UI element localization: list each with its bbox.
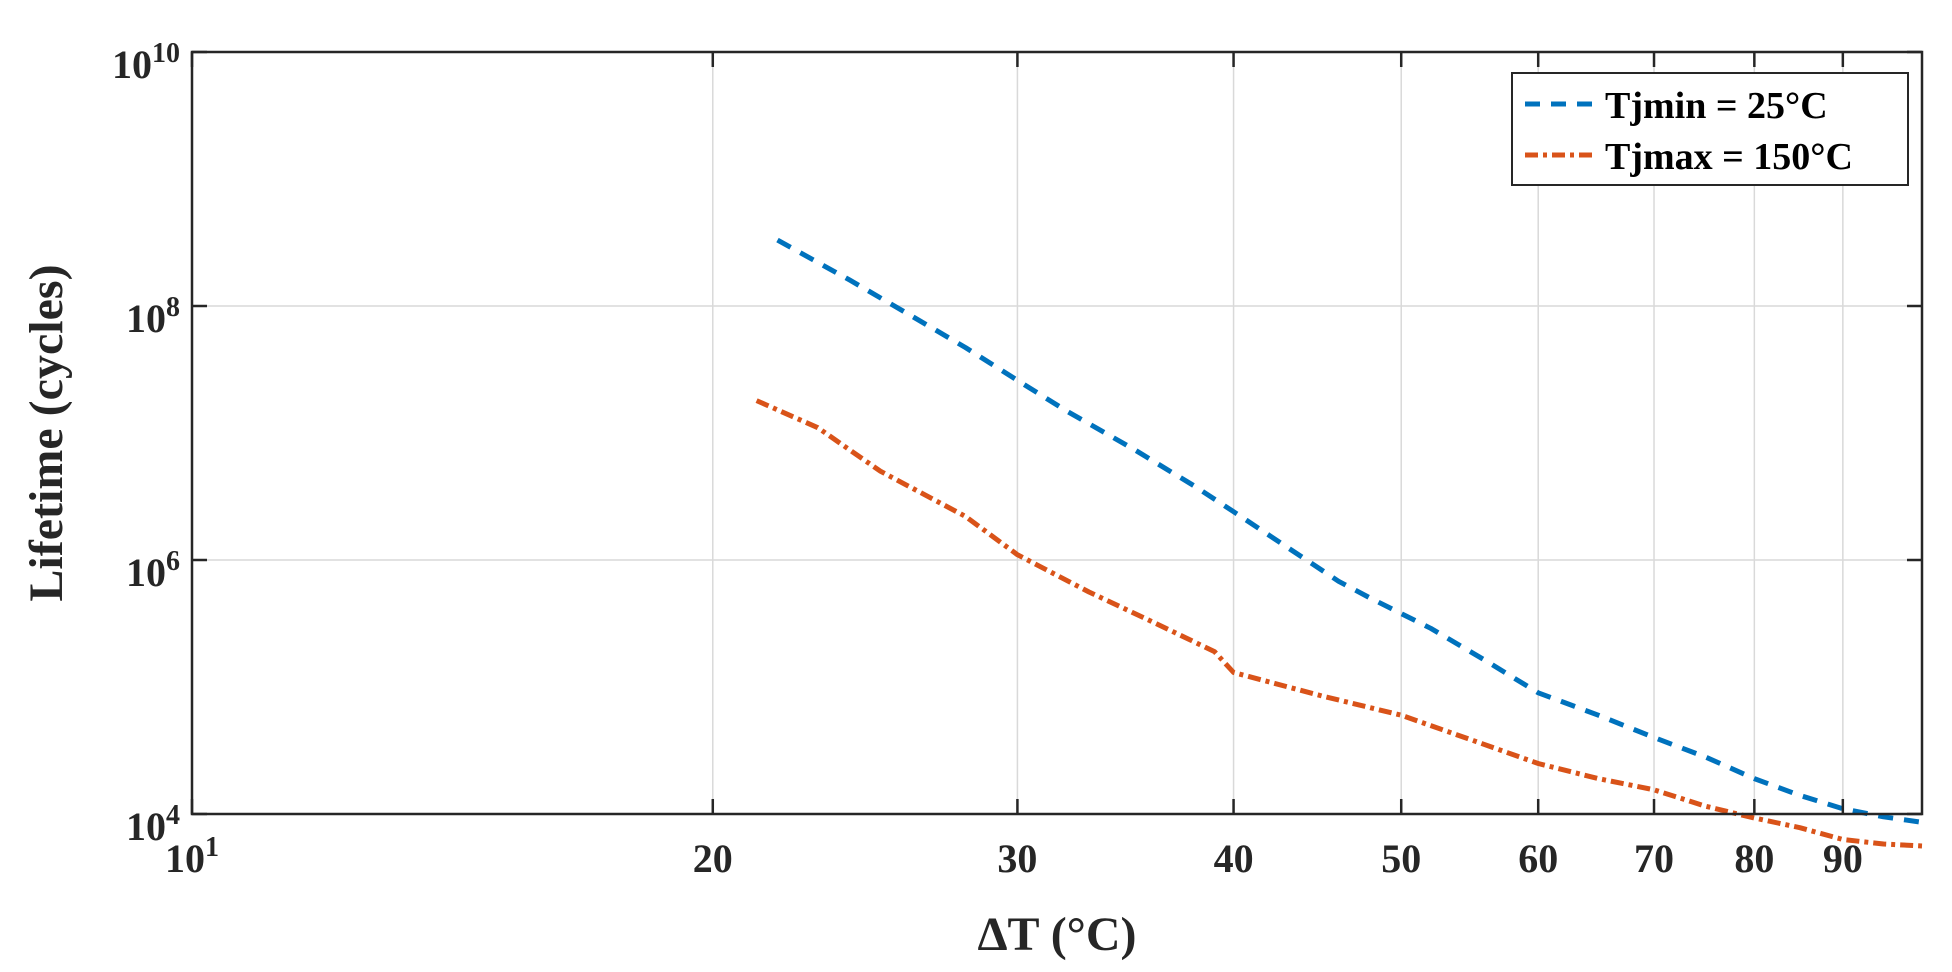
x-tick-label: 40: [1214, 836, 1254, 881]
legend: Tjmin = 25°C Tjmax = 150°C: [1511, 72, 1909, 186]
y-tick-label: 106: [126, 546, 180, 595]
legend-label-tjmax: Tjmax = 150°C: [1605, 136, 1853, 178]
y-axis-title: Lifetime (cycles): [20, 264, 73, 601]
plot-frame: [190, 50, 1924, 816]
y-tick-label: 1010: [112, 38, 180, 87]
plot-series: [755, 237, 1923, 849]
x-tick-label: 101: [165, 832, 219, 881]
tick-labels: 101 20 30 40 50 60 70 80 90 104 106 108 1010: [112, 38, 1863, 881]
y-tick-label: 104: [126, 800, 180, 849]
legend-label-tjmin: Tjmin = 25°C: [1605, 85, 1828, 127]
x-tick-label: 70: [1634, 836, 1674, 881]
x-tick-label: 90: [1823, 836, 1863, 881]
x-tick-label: 80: [1734, 836, 1774, 881]
series-line-0: [776, 237, 1923, 825]
x-tick-label: 20: [693, 836, 733, 881]
axis-ticks: [190, 50, 1922, 816]
y-tick-label: 108: [126, 292, 180, 341]
series-line-1: [755, 398, 1923, 849]
x-tick-label: 60: [1518, 836, 1558, 881]
x-tick-label: 50: [1381, 836, 1421, 881]
x-tick-label: 30: [997, 836, 1037, 881]
x-axis-title: ΔT (°C): [977, 908, 1136, 961]
legend-box: [1511, 72, 1909, 186]
